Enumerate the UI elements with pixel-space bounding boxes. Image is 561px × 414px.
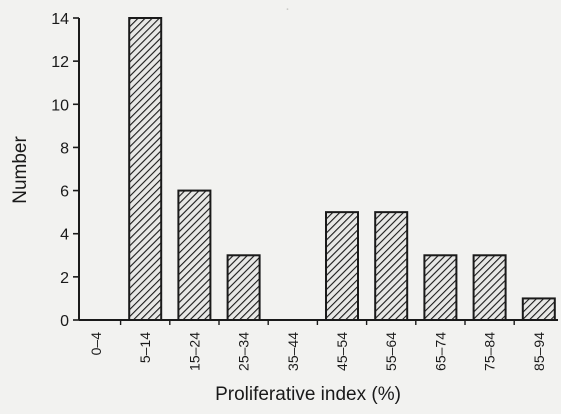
y-tick-label: 12	[51, 54, 69, 71]
y-axis-label: Number	[10, 136, 31, 204]
bar-55–64	[374, 211, 409, 321]
bar-15–24	[177, 189, 212, 321]
x-tick-label: 25–34	[236, 332, 252, 371]
bar-85–94	[521, 297, 556, 321]
x-tick-label: 15–24	[186, 332, 202, 371]
y-tick-labels: 0 2 4 6 8 10 12 14	[51, 11, 69, 330]
x-tick-label: 45–54	[334, 332, 350, 371]
x-tick-label: 85–94	[531, 332, 547, 371]
y-tick-label: 10	[51, 97, 69, 114]
x-tick-label: 0–4	[88, 332, 104, 356]
y-tick-label: 4	[60, 227, 69, 244]
bar-65–74	[423, 254, 458, 322]
x-tick-label: 55–64	[383, 332, 399, 371]
bar-45–54	[325, 211, 359, 321]
x-axis-label: Proliferative index (%)	[215, 384, 401, 405]
x-tick-label: 65–74	[432, 332, 448, 371]
x-tick-label: 35–44	[285, 332, 301, 371]
y-tick-label: 2	[60, 270, 69, 287]
x-tick-label: 75–84	[482, 332, 498, 371]
y-tick-label: 6	[60, 184, 69, 201]
y-tick-label: 8	[60, 140, 69, 157]
bar-25–34	[226, 254, 261, 322]
x-tick-labels: 0–4 5–14 15–24 25–34 35–44 45–54 55–64 65–74 75–…	[88, 332, 547, 371]
bar-75–84	[472, 254, 507, 322]
y-tick-label: 0	[60, 313, 69, 330]
bar-5–14	[128, 17, 163, 321]
x-tick-label: 5–14	[137, 332, 153, 363]
bars-group	[128, 17, 556, 322]
y-tick-label: 14	[51, 11, 69, 28]
